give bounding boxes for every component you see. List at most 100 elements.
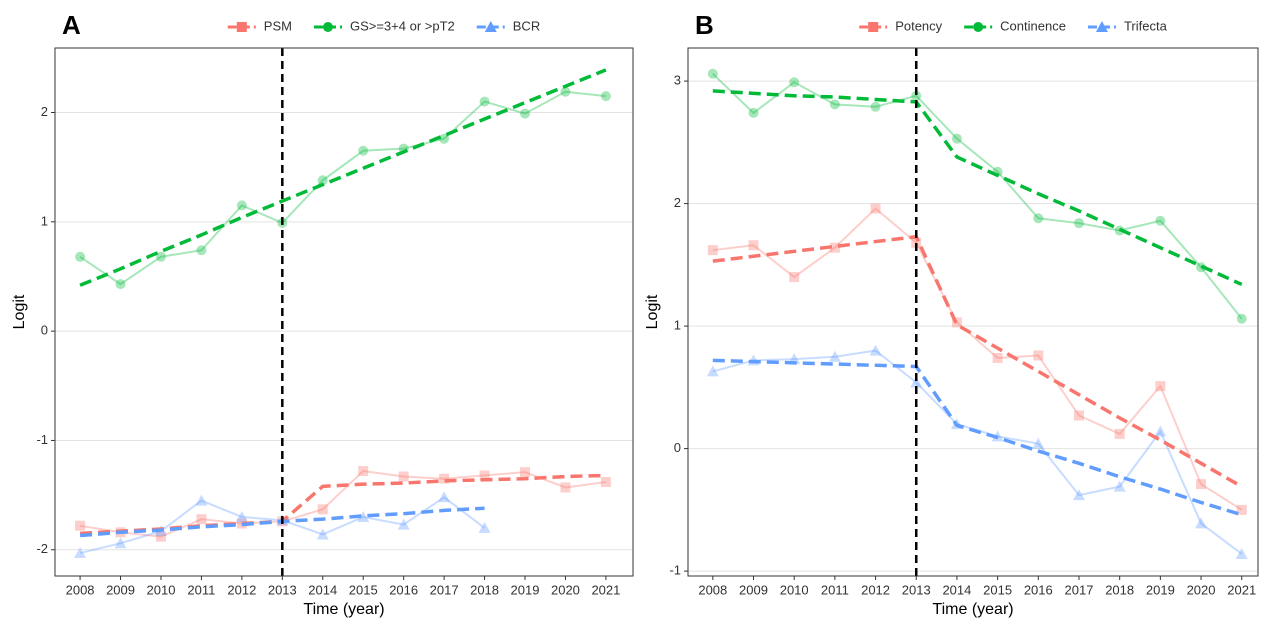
legend-marker (322, 22, 333, 32)
marker (707, 68, 718, 79)
x-tick-label: 2013 (268, 582, 297, 597)
y-tick-label: 1 (41, 213, 48, 228)
marker (911, 90, 922, 101)
x-axis-title: Time (year) (303, 601, 384, 618)
marker (1155, 215, 1166, 226)
marker (600, 476, 611, 487)
x-tick-label: 2011 (187, 582, 215, 597)
legend-item: Potency (859, 18, 943, 33)
marker (75, 520, 86, 531)
marker (236, 200, 247, 211)
legend-item: Continence (964, 18, 1066, 33)
x-tick-label: 2012 (227, 582, 256, 597)
marker (560, 86, 571, 97)
fit-line (712, 358, 1243, 517)
marker (1113, 480, 1126, 492)
x-tick-label: 2011 (821, 582, 849, 597)
marker (358, 145, 369, 156)
marker (520, 467, 531, 478)
marker (196, 245, 207, 256)
x-tick-label: 2013 (902, 582, 931, 597)
marker (1072, 489, 1085, 501)
marker (1154, 425, 1167, 437)
marker (1155, 381, 1166, 392)
marker (1073, 410, 1084, 421)
marker (195, 494, 208, 506)
marker (706, 365, 719, 377)
marker (115, 279, 126, 290)
y-tick-label: -2 (36, 541, 48, 556)
plot-background (688, 48, 1258, 576)
x-tick-label: 2019 (1146, 582, 1175, 597)
x-tick-label: 2017 (1065, 582, 1094, 597)
marker (114, 537, 127, 549)
observed-line (79, 470, 607, 538)
y-axis-title: Logit (644, 294, 661, 329)
marker (829, 99, 840, 110)
legend: Potency Continence Trifecta (859, 18, 1168, 33)
marker (196, 514, 207, 525)
fit-line (79, 473, 606, 536)
x-tick-label: 2010 (780, 582, 809, 597)
panel-label: B (695, 10, 714, 40)
marker (1114, 428, 1125, 439)
marker (317, 175, 328, 186)
legend-item: Trifecta (1087, 18, 1168, 33)
marker (828, 350, 841, 362)
marker (1235, 547, 1248, 559)
legend-marker (484, 21, 497, 32)
x-tick-label: 2021 (1227, 582, 1256, 597)
y-tick-label: 0 (674, 440, 681, 455)
marker (910, 376, 923, 388)
x-tick-label: 2021 (591, 582, 620, 597)
marker (1195, 517, 1208, 529)
y-tick-label: -1 (669, 563, 681, 578)
x-tick-label: 2018 (1105, 582, 1134, 597)
y-axis-title: Logit (11, 294, 28, 329)
marker (439, 473, 450, 484)
x-tick-label: 2014 (308, 582, 337, 597)
marker (479, 96, 490, 107)
x-tick-label: 2009 (739, 582, 768, 597)
legend-marker (1095, 21, 1108, 32)
marker (992, 352, 1003, 363)
y-tick-label: 2 (674, 195, 681, 210)
marker (398, 471, 409, 482)
marker (789, 77, 800, 88)
x-tick-label: 2008 (698, 582, 727, 597)
marker (235, 510, 248, 522)
legend-label: BCR (513, 18, 540, 33)
marker (358, 466, 369, 477)
fit-line (712, 234, 1243, 489)
marker (869, 344, 882, 356)
x-tick-label: 2017 (430, 582, 459, 597)
marker (520, 108, 531, 119)
marker (1073, 218, 1084, 229)
marker (357, 510, 370, 522)
legend: PSM GS>=3+4 or >pT2 BCR (227, 18, 540, 33)
fit-line (79, 68, 607, 287)
marker (748, 107, 759, 118)
marker (397, 518, 410, 530)
observed-line (712, 207, 1243, 511)
marker (1032, 437, 1045, 449)
legend-item: GS>=3+4 or >pT2 (313, 18, 455, 33)
marker (829, 242, 840, 253)
marker (1033, 213, 1044, 224)
x-tick-label: 2018 (470, 582, 499, 597)
marker (951, 133, 962, 144)
legend-marker (236, 22, 247, 32)
y-tick-label: 2 (41, 104, 48, 119)
marker (1196, 479, 1207, 490)
marker (438, 491, 451, 503)
marker (789, 272, 800, 283)
marker (439, 133, 450, 144)
x-tick-label: 2008 (66, 582, 95, 597)
marker (75, 251, 86, 262)
x-tick-label: 2020 (551, 582, 580, 597)
x-tick-label: 2014 (942, 582, 971, 597)
x-tick-label: 2010 (147, 582, 176, 597)
marker (316, 528, 329, 540)
legend-item: PSM (227, 18, 292, 33)
plot-border (687, 47, 1259, 577)
